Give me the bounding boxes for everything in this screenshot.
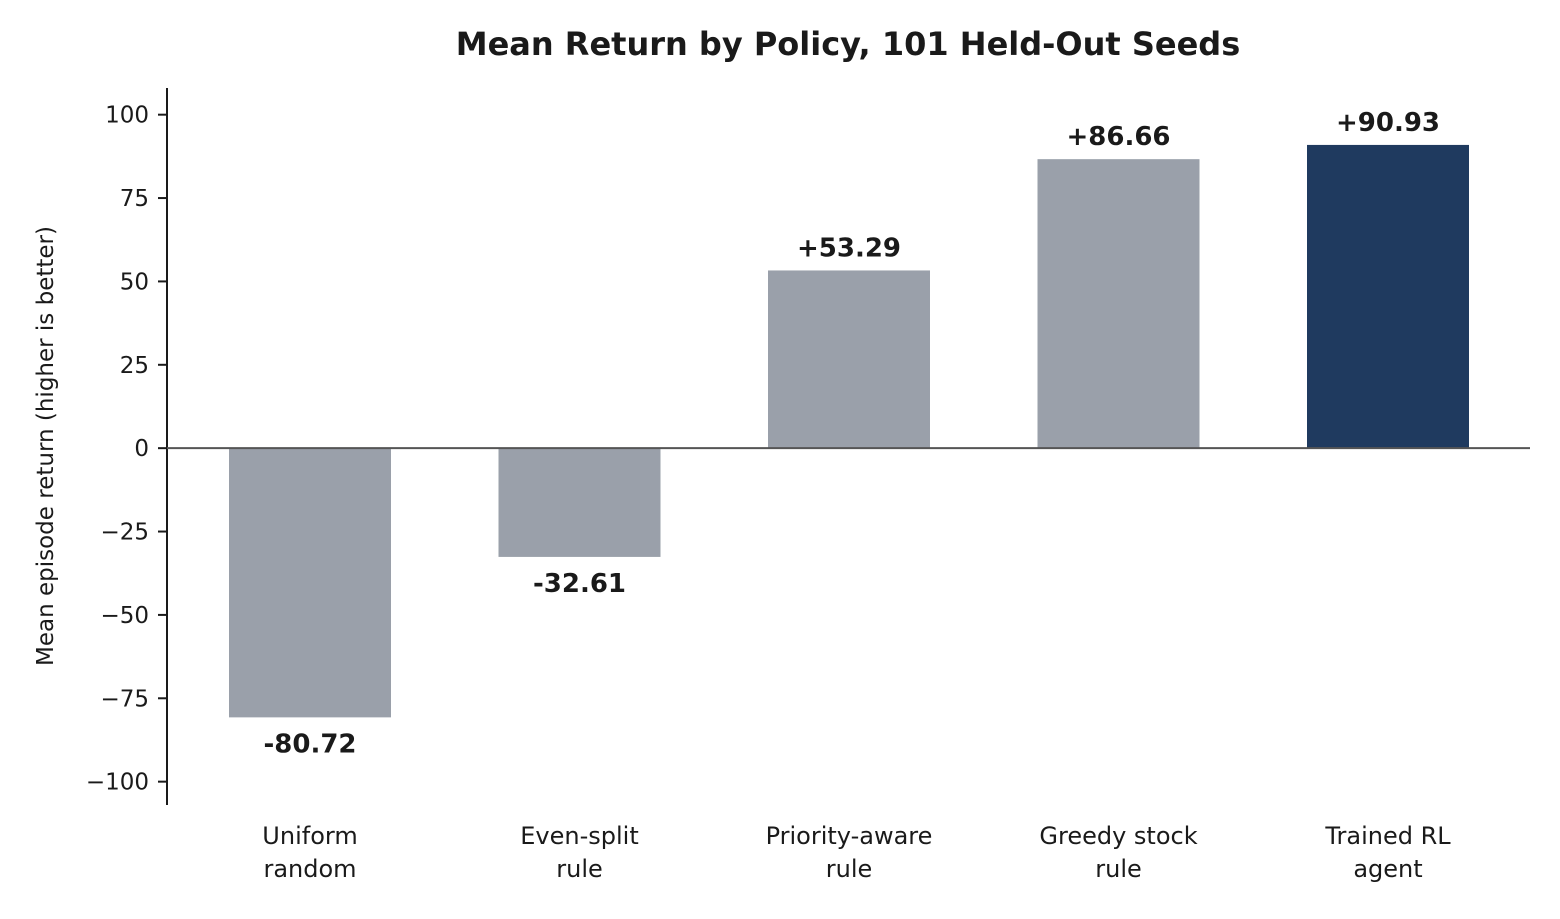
x-axis-category-labels: Uniform random Even-split rule Priority-awar… <box>262 822 1451 883</box>
x-category-label: Trained RL <box>1324 822 1451 850</box>
bar-value-label: +86.66 <box>1066 122 1170 152</box>
bar <box>498 448 661 557</box>
bar-value-label: -32.61 <box>533 569 626 599</box>
x-category-label: rule <box>826 855 873 883</box>
value-labels-group: -80.72 -32.61 +53.29 +86.66 +90.93 <box>263 108 1440 759</box>
bar-value-label: -80.72 <box>263 729 356 759</box>
bars-group <box>229 144 1469 718</box>
y-tick-label: −25 <box>100 520 149 546</box>
y-tick-label: 100 <box>105 103 149 129</box>
bar-value-label: +53.29 <box>797 233 901 263</box>
x-category-label: Priority-aware <box>766 822 933 850</box>
x-category-label: random <box>263 855 356 883</box>
y-tick-label: 75 <box>120 186 149 212</box>
x-category-label: rule <box>556 855 603 883</box>
y-tick-label: −100 <box>86 770 149 796</box>
bar <box>1037 159 1200 449</box>
y-axis: 100 75 50 25 0 −25 −50 −75 −100 <box>86 88 168 805</box>
x-category-label: Greedy stock <box>1039 822 1197 850</box>
y-tick-label: 0 <box>134 436 149 462</box>
bar <box>768 270 930 449</box>
y-tick-label: −75 <box>100 686 149 712</box>
y-axis-label: Mean episode return (higher is better) <box>33 226 59 666</box>
y-tick-label: 25 <box>120 353 149 379</box>
x-category-label: Even-split <box>520 822 639 850</box>
y-tick-label: −50 <box>100 603 149 629</box>
chart-title: Mean Return by Policy, 101 Held-Out Seed… <box>456 25 1241 63</box>
y-tick-label: 50 <box>120 269 149 295</box>
bar <box>229 448 391 718</box>
bar-value-label: +90.93 <box>1336 108 1440 138</box>
x-category-label: agent <box>1353 855 1422 883</box>
bar <box>1307 144 1469 449</box>
x-category-label: rule <box>1095 855 1142 883</box>
x-category-label: Uniform <box>262 822 357 850</box>
